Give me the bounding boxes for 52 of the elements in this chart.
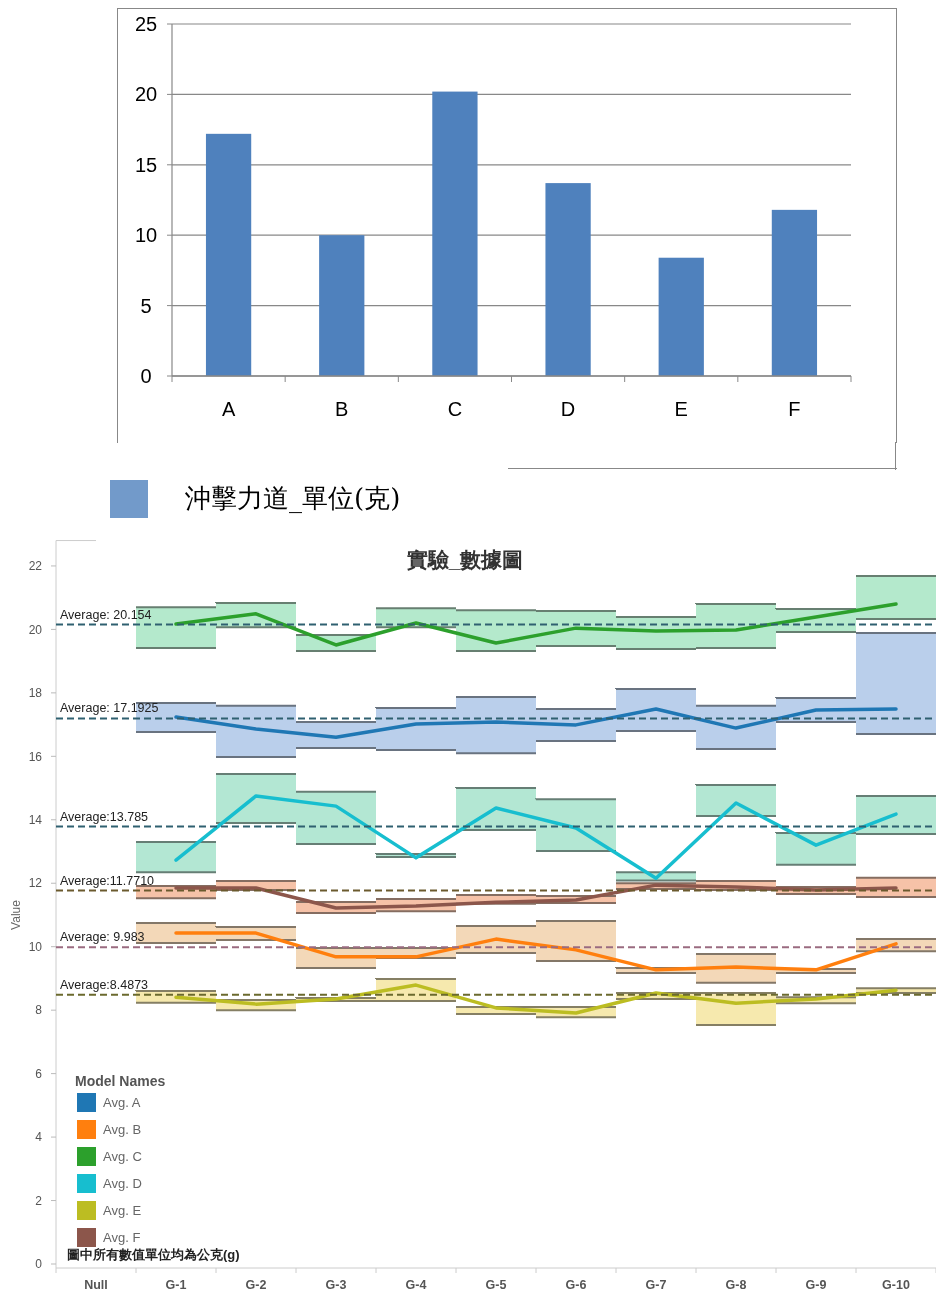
ref-line-label: Average: 20.154 <box>60 607 152 622</box>
x-tick-label: G-8 <box>725 1278 747 1292</box>
x-tick-label: G-1 <box>165 1278 187 1292</box>
legend-label: Avg. F <box>103 1230 141 1245</box>
y-tick-label: 0 <box>35 1257 43 1272</box>
y-tick-label: 5 <box>140 294 152 317</box>
x-tick-label: Null <box>84 1278 108 1292</box>
y-tick-label: 6 <box>35 1066 43 1081</box>
x-tick-label: F <box>788 398 801 420</box>
y-axis-title: Value <box>9 899 23 930</box>
legend-label: Avg. E <box>103 1203 142 1218</box>
legend-label: Avg. D <box>103 1176 142 1191</box>
x-tick-label: G-3 <box>325 1278 347 1292</box>
chart-title: 實驗_數據圖 <box>406 548 524 571</box>
legend-title: Model Names <box>75 1073 166 1089</box>
x-tick-label: E <box>674 398 688 420</box>
x-tick-label: C <box>447 398 463 420</box>
ref-line-label: Average: 9.983 <box>60 930 145 945</box>
y-tick-label: 12 <box>28 876 43 891</box>
y-tick-label: 16 <box>28 749 43 764</box>
x-tick-label: A <box>221 398 236 420</box>
y-tick-label: 22 <box>28 559 43 574</box>
y-tick-label: 4 <box>35 1130 43 1145</box>
y-tick-label: 20 <box>28 622 43 637</box>
legend-label: Avg. C <box>103 1149 142 1164</box>
y-tick-label: 8 <box>35 1003 43 1018</box>
annotation: 圖中所有數值單位均為公克(g) <box>67 1247 240 1262</box>
x-tick-label: G-4 <box>405 1278 427 1292</box>
y-tick-label: 0 <box>140 365 152 387</box>
legend-label: Avg. B <box>103 1122 142 1137</box>
x-tick-label: B <box>335 398 349 420</box>
y-tick-label: 25 <box>134 13 158 35</box>
y-tick-label: 2 <box>35 1193 43 1208</box>
ref-line-label: Average:8.4873 <box>60 977 149 992</box>
x-tick-label: G-5 <box>485 1278 507 1292</box>
y-tick-label: 10 <box>134 224 158 247</box>
x-tick-label: G-7 <box>645 1278 667 1292</box>
y-tick-label: 14 <box>28 812 43 827</box>
x-tick-label: G-10 <box>882 1278 910 1292</box>
y-tick-label: 18 <box>28 686 43 701</box>
legend-label: 沖擊力道_單位(克) <box>185 483 401 514</box>
ref-line-label: Average:11.7710 <box>60 873 155 888</box>
x-tick-label: G-6 <box>565 1278 587 1292</box>
x-tick-label: G-2 <box>245 1278 267 1292</box>
x-tick-label: D <box>560 398 576 420</box>
x-tick-label: G-9 <box>805 1278 827 1292</box>
y-tick-label: 15 <box>134 153 158 176</box>
ref-line-label: Average: 17.1925 <box>60 701 159 716</box>
ref-line-label: Average:13.785 <box>60 809 149 824</box>
legend-label: Avg. A <box>103 1095 141 1110</box>
y-tick-label: 10 <box>28 939 43 954</box>
y-tick-label: 20 <box>134 83 158 106</box>
